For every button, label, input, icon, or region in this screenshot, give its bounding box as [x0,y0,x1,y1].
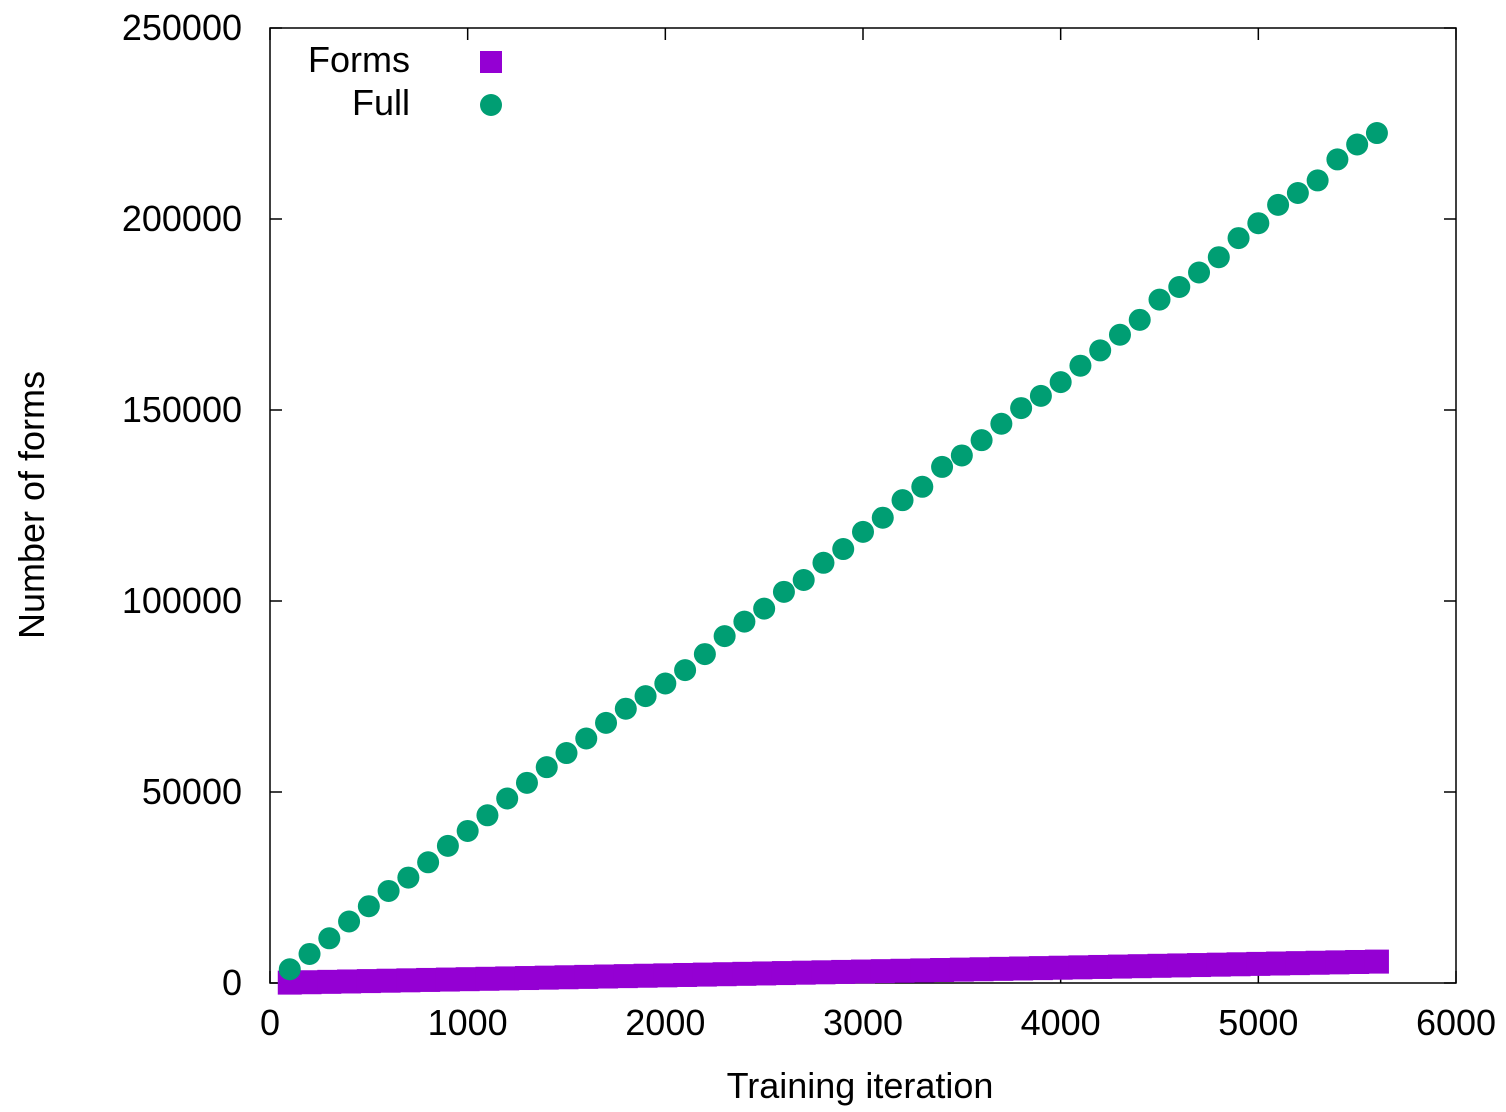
full-point [772,580,795,603]
full-point [911,475,934,498]
full-point [832,538,855,561]
y-tick-label: 50000 [142,771,242,812]
full-point [476,804,499,827]
full-point [298,942,321,965]
full-point [614,697,637,720]
full-point [792,568,815,591]
full-point [654,672,677,695]
full-point [377,879,400,902]
series-forms [277,949,1389,995]
full-point [891,489,914,512]
x-tick-label: 2000 [625,1002,705,1043]
full-point [1365,122,1388,145]
legend-label-forms: Forms [308,39,410,80]
series-full [278,122,1388,981]
legend-marker-full [480,94,502,116]
full-point [357,895,380,918]
axis-ticks [269,27,1457,984]
full-point [1148,288,1171,311]
full-point [1010,397,1033,420]
y-axis-title: Number of forms [11,371,52,639]
full-point [990,412,1013,435]
full-point [1128,308,1151,331]
full-point [496,787,519,810]
full-point [1326,148,1349,171]
full-point [753,597,776,620]
y-tick-label: 200000 [122,198,242,239]
full-point [1029,384,1052,407]
full-point [674,659,697,682]
full-point [555,742,578,765]
full-point [1306,169,1329,192]
full-point [1227,227,1250,250]
full-point [595,711,618,734]
forms-point [1009,956,1034,981]
full-point [278,958,301,981]
full-point [1188,261,1211,284]
full-point [535,756,558,779]
full-point [456,819,479,842]
full-point [871,506,894,529]
x-tick-label: 5000 [1218,1002,1298,1043]
full-point [812,551,835,574]
full-point [338,910,361,933]
x-tick-label: 1000 [428,1002,508,1043]
legend-marker-forms [480,51,502,73]
y-tick-label: 150000 [122,389,242,430]
y-tick-label: 0 [222,962,242,1003]
full-point [634,685,657,708]
full-point [1267,193,1290,216]
full-point [950,444,973,467]
y-tick-label: 250000 [122,7,242,48]
full-point [1069,354,1092,377]
legend: Forms Full [308,39,502,123]
full-point [436,834,459,857]
x-axis-title: Training iteration [727,1065,994,1106]
full-point [515,771,538,794]
full-point [970,429,993,452]
full-point [1049,371,1072,394]
full-point [693,643,716,666]
forms-point [1364,949,1389,974]
full-point [318,927,341,950]
x-tick-label: 0 [260,1002,280,1043]
full-point [713,625,736,648]
full-point [1286,182,1309,205]
x-tick-label: 3000 [823,1002,903,1043]
x-tick-label: 4000 [1021,1002,1101,1043]
full-point [575,727,598,750]
full-point [1168,275,1191,298]
full-point [1108,323,1131,346]
y-tick-label: 100000 [122,580,242,621]
legend-label-full: Full [352,82,410,123]
full-point [931,455,954,478]
full-point [733,610,756,633]
x-tick-label: 6000 [1416,1002,1496,1043]
axis-tick-labels: 0 1000 2000 3000 4000 5000 6000 0 50000 100000 150… [122,7,1496,1043]
full-point [397,866,420,889]
full-point [1089,339,1112,362]
full-point [417,851,440,874]
full-point [1346,133,1369,156]
full-point [852,520,874,543]
full-point [1207,246,1230,269]
full-point [1247,212,1270,235]
